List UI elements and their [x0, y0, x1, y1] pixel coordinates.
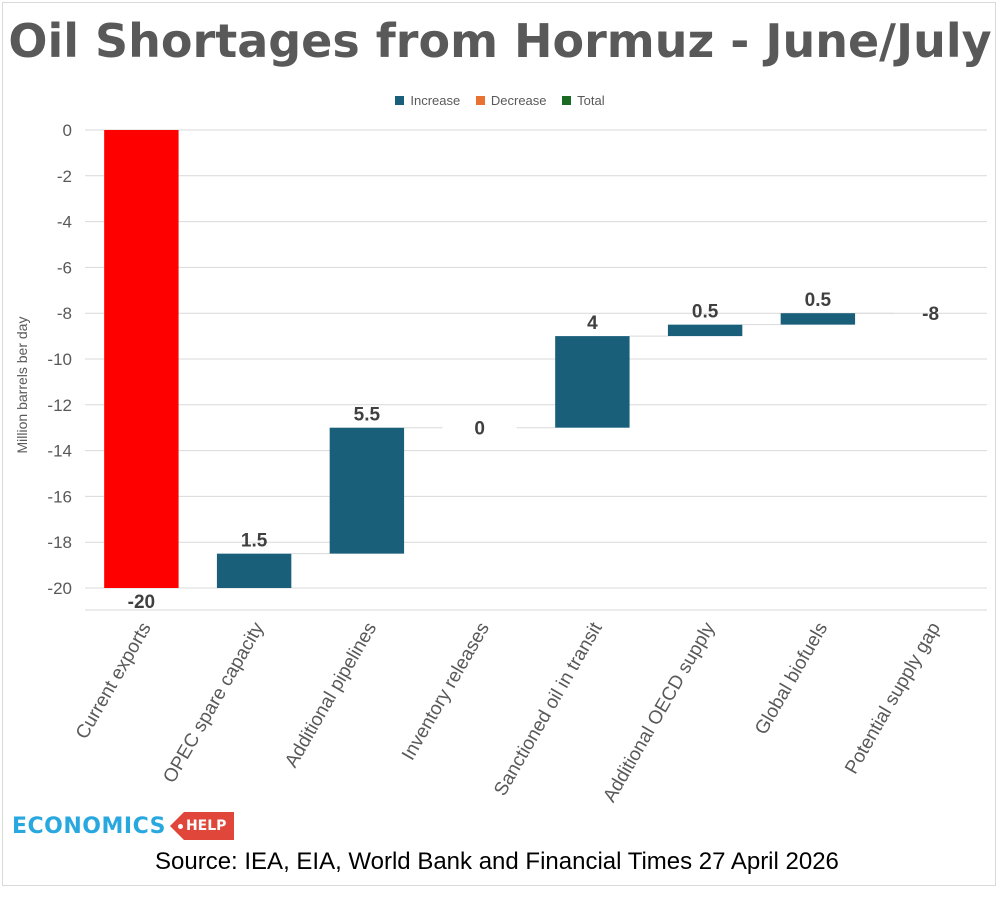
economics-help-logo: ECONOMICS HELP — [12, 808, 235, 844]
category-label-2: Additional pipelines — [281, 619, 381, 771]
bar-5 — [667, 324, 743, 337]
category-label-4: Sanctioned oil in transit — [490, 618, 607, 799]
category-label-6: Global biofuels — [751, 619, 832, 738]
y-tick-label-4: -8 — [57, 304, 72, 323]
y-tick-label-0: 0 — [63, 121, 72, 140]
data-label-2: 5.5 — [354, 405, 381, 426]
y-tick-label-8: -16 — [47, 487, 72, 506]
legend-swatch-increase — [395, 96, 405, 105]
y-tick-label-1: -2 — [57, 167, 72, 186]
category-label-3: Inventory releases — [398, 619, 494, 764]
data-label-3: 0 — [474, 419, 485, 440]
y-tick-label-5: -10 — [47, 350, 72, 369]
legend-swatch-total — [562, 96, 572, 105]
bar-6 — [780, 313, 856, 325]
logo-text: ECONOMICS — [12, 813, 166, 839]
legend-item-total: Total — [562, 93, 605, 108]
category-label-5: Additional OECD supply — [599, 619, 719, 806]
y-tick-label-10: -20 — [47, 579, 72, 598]
bar-0 — [104, 130, 179, 588]
logo-tag: HELP — [169, 812, 235, 840]
legend: Increase Decrease Total — [0, 93, 1000, 108]
data-label-5: 0.5 — [692, 302, 719, 323]
data-label-1: 1.5 — [241, 531, 268, 552]
bar-1 — [216, 553, 292, 588]
y-tick-label-2: -4 — [57, 213, 72, 232]
legend-item-decrease: Decrease — [475, 93, 547, 108]
logo-dot — [177, 823, 183, 829]
source-note: Source: IEA, EIA, World Bank and Financi… — [155, 848, 839, 875]
chart-title: Oil Shortages from Hormuz - June/July — [8, 14, 992, 68]
legend-item-increase: Increase — [395, 93, 460, 108]
y-tick-label-9: -18 — [47, 533, 72, 552]
data-label-4: 4 — [587, 313, 598, 334]
data-label-0: -20 — [128, 592, 155, 613]
y-tick-label-7: -14 — [47, 442, 72, 461]
data-label-7: -8 — [922, 304, 939, 325]
legend-label-increase: Increase — [410, 93, 461, 108]
y-tick-label-3: -6 — [57, 258, 72, 277]
category-label-0: Current exports — [72, 619, 156, 743]
category-label-1: OPEC spare capacity — [159, 619, 268, 787]
y-tick-label-6: -12 — [47, 396, 72, 415]
chart-frame — [2, 2, 996, 886]
category-label-7: Potential supply gap — [841, 619, 945, 778]
logo-tag-text: HELP — [185, 818, 227, 834]
legend-label-total: Total — [577, 93, 605, 108]
legend-label-decrease: Decrease — [490, 93, 547, 108]
bar-2 — [329, 427, 405, 554]
bar-4 — [555, 336, 630, 428]
data-label-6: 0.5 — [805, 290, 832, 311]
legend-swatch-decrease — [475, 96, 485, 105]
